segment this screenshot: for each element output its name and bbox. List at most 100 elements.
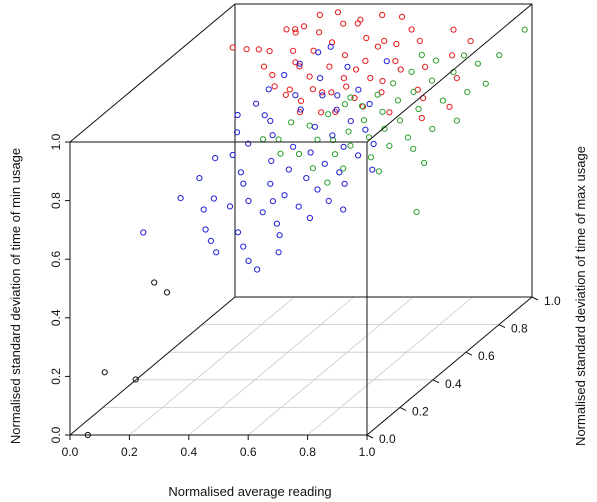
data-point xyxy=(374,43,381,50)
x-tick-label: 0.0 xyxy=(62,445,79,459)
data-point xyxy=(245,140,252,147)
data-point xyxy=(496,52,503,59)
floor-grid xyxy=(103,296,499,436)
data-point xyxy=(446,103,453,110)
data-point xyxy=(410,145,417,152)
data-point xyxy=(363,34,370,42)
data-point xyxy=(243,46,250,53)
data-point xyxy=(240,243,247,250)
data-point xyxy=(296,63,303,70)
data-point xyxy=(101,369,108,376)
z-axis-label: Normalised standard deviation of time of… xyxy=(8,148,23,444)
data-points xyxy=(84,9,528,439)
data-point xyxy=(341,101,348,108)
data-point xyxy=(355,152,362,159)
data-point xyxy=(386,109,393,116)
data-point xyxy=(311,123,318,130)
data-point xyxy=(245,257,252,264)
data-point xyxy=(233,129,241,136)
data-point xyxy=(177,195,184,202)
data-point xyxy=(390,80,397,87)
data-point xyxy=(393,40,400,48)
data-point xyxy=(290,143,297,150)
data-point xyxy=(229,151,236,159)
data-point xyxy=(321,160,328,167)
y-tick-label: 0.8 xyxy=(511,322,528,336)
data-point xyxy=(343,83,350,90)
data-point xyxy=(324,179,331,186)
data-point xyxy=(325,197,332,204)
box-edge xyxy=(69,3,236,143)
data-point xyxy=(325,111,332,118)
data-point xyxy=(398,13,406,20)
box-front-edges xyxy=(69,3,533,436)
data-point xyxy=(273,220,280,227)
data-point xyxy=(276,232,283,239)
data-point xyxy=(453,117,460,124)
data-point xyxy=(367,154,375,161)
box-edge xyxy=(366,3,533,143)
data-point xyxy=(429,125,436,133)
data-point xyxy=(439,97,446,104)
y-tick-label: 0.6 xyxy=(478,349,495,363)
data-point xyxy=(421,159,428,167)
data-point xyxy=(347,118,354,125)
data-point xyxy=(355,86,362,93)
axis-ticks: 0.0 0.2 0.4 0.6 0.8 1.00.00.20.40.60.81.00.00… xyxy=(49,133,561,459)
data-point xyxy=(268,157,275,164)
data-point xyxy=(367,74,374,82)
data-point xyxy=(474,60,481,67)
data-point xyxy=(200,206,207,213)
y-tick-label: 1.0 xyxy=(544,294,561,308)
box-edge xyxy=(69,296,236,436)
data-point xyxy=(374,91,381,98)
data-point xyxy=(359,103,366,110)
data-point xyxy=(331,151,339,158)
data-point xyxy=(392,58,399,65)
data-point xyxy=(341,180,348,187)
data-point xyxy=(261,112,268,119)
data-point xyxy=(234,229,242,236)
data-point xyxy=(354,20,361,27)
z-tick-label: 0.0 xyxy=(49,426,63,443)
z-tick-label: 0.2 xyxy=(49,368,63,385)
data-point xyxy=(292,29,299,36)
data-point xyxy=(327,43,334,50)
data-point xyxy=(386,142,393,149)
y-tick-label: 0.4 xyxy=(445,377,462,391)
data-point xyxy=(521,26,528,33)
data-point xyxy=(319,89,326,96)
data-point xyxy=(229,44,236,51)
data-point xyxy=(381,37,388,45)
data-point xyxy=(254,266,261,273)
x-tick-label: 0.6 xyxy=(240,445,257,459)
data-point xyxy=(259,209,266,216)
data-point xyxy=(453,75,460,82)
data-point xyxy=(292,92,299,99)
data-point xyxy=(255,46,262,53)
data-point xyxy=(275,136,282,143)
data-point xyxy=(464,89,471,96)
y-tick xyxy=(399,406,407,411)
z-tick-label: 0.6 xyxy=(49,251,63,268)
data-point xyxy=(269,198,276,205)
y-tick xyxy=(531,296,539,301)
data-point xyxy=(340,20,347,27)
data-point xyxy=(306,73,313,80)
data-point xyxy=(379,108,386,115)
data-point xyxy=(283,26,290,33)
y-tick xyxy=(432,379,440,384)
data-point xyxy=(303,175,310,182)
data-point xyxy=(418,114,425,122)
data-point xyxy=(295,150,303,158)
z-tick-label: 0.8 xyxy=(49,192,63,209)
data-point xyxy=(260,63,268,70)
data-point xyxy=(132,376,139,383)
data-point xyxy=(285,166,292,173)
data-point xyxy=(202,226,209,233)
data-point xyxy=(306,122,313,129)
y-tick-label: 0.0 xyxy=(379,432,396,446)
floor-grid-line xyxy=(247,296,414,436)
x-tick-label: 0.2 xyxy=(121,445,138,459)
